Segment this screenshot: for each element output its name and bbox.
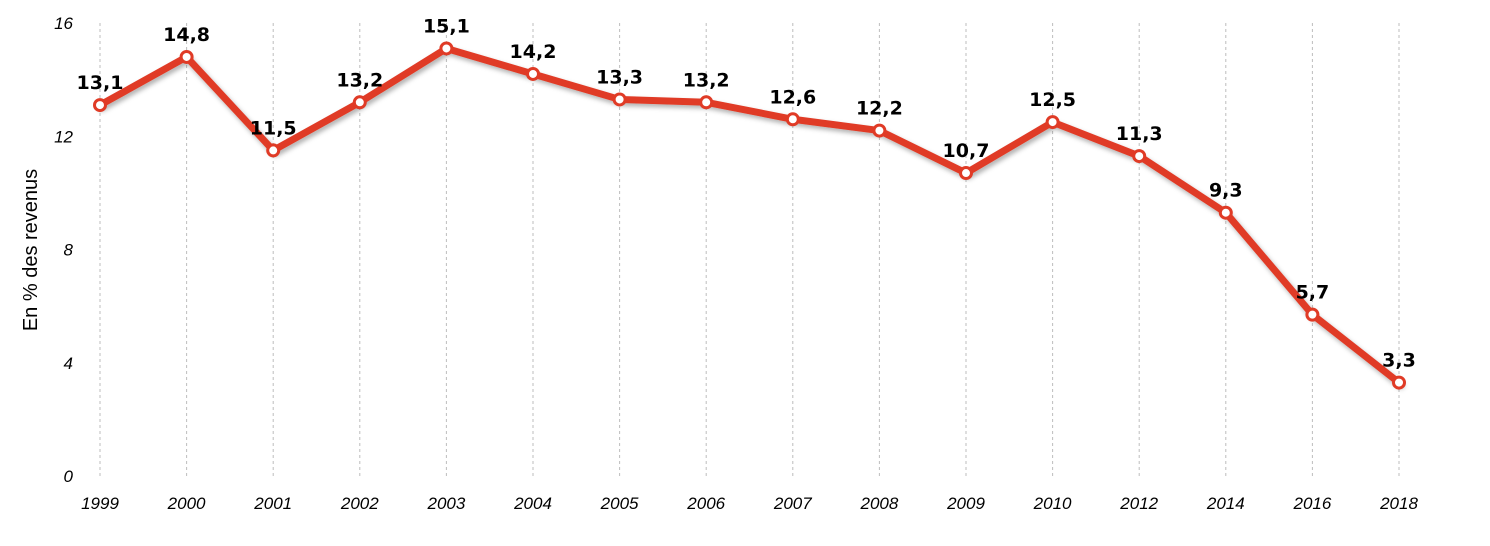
x-tick-label: 2018 [1379,494,1418,513]
data-point-2008 [872,123,887,138]
data-label-2018: 3,3 [1382,350,1416,372]
data-label-2009: 10,7 [943,140,990,162]
data-label-2008: 12,2 [856,98,903,120]
data-point-2018 [1392,375,1406,390]
data-point-2016 [1305,307,1320,322]
y-tick-label: 4 [64,354,73,373]
data-label-2000: 14,8 [163,24,210,46]
y-axis-ticks: 0 4 8 12 16 [54,14,73,486]
data-label-2003: 15,1 [423,15,470,37]
data-label-2014: 9,3 [1209,180,1243,202]
x-tick-label: 2012 [1119,494,1158,513]
y-tick-label: 8 [64,241,74,260]
grid-lines [99,23,1400,476]
x-tick-label: 2001 [253,494,292,513]
x-tick-label: 1999 [81,494,119,513]
data-point-2001 [266,143,281,158]
data-label-2002: 13,2 [336,69,383,91]
x-tick-label: 2004 [513,494,552,513]
data-label-2007: 12,6 [769,86,816,108]
data-label-2006: 13,2 [683,69,730,91]
y-tick-label: 12 [54,127,73,146]
data-point-2012 [1132,149,1147,164]
x-tick-label: 2016 [1292,494,1331,513]
data-point-2009 [959,166,973,181]
x-tick-label: 2005 [600,494,639,513]
data-label-2004: 14,2 [510,41,557,63]
data-point-2005 [612,92,627,107]
y-axis-title: En % des revenus [20,169,42,331]
data-point-2000 [179,49,194,64]
data-point-2003 [439,41,454,56]
data-label-2016: 5,7 [1296,282,1330,304]
series-layer [93,41,1406,390]
x-tick-label: 2014 [1206,494,1245,513]
x-tick-label: 2010 [1033,494,1072,513]
y-tick-label: 16 [54,14,73,33]
x-tick-label: 2003 [426,494,465,513]
data-labels: 13,1 14,8 11,5 13,2 15,1 14,2 13,3 13,2 12,6 12,2… [77,15,1416,371]
data-point-2006 [699,95,714,110]
data-point-2002 [352,95,367,110]
data-label-2005: 13,3 [596,66,643,88]
y-tick-label: 0 [64,467,74,486]
x-tick-label: 2000 [167,494,206,513]
data-point-2007 [785,112,800,127]
series-line [96,44,1403,387]
x-tick-label: 2008 [859,494,898,513]
data-label-2001: 11,5 [250,117,297,139]
x-tick-label: 2007 [773,494,812,513]
x-tick-label: 2009 [946,494,985,513]
x-tick-label: 2002 [340,494,379,513]
data-point-2014 [1218,205,1233,220]
x-tick-label: 2006 [686,494,725,513]
data-point-1999 [93,98,107,113]
data-point-2010 [1045,115,1060,130]
data-point-2004 [526,66,540,81]
data-label-1999: 13,1 [77,72,124,94]
data-label-2012: 11,3 [1116,123,1163,145]
x-axis-ticks: 1999 2000 2001 2002 2003 2004 2005 2006 2007 2008… [81,494,1418,513]
data-label-2010: 12,5 [1029,89,1076,111]
